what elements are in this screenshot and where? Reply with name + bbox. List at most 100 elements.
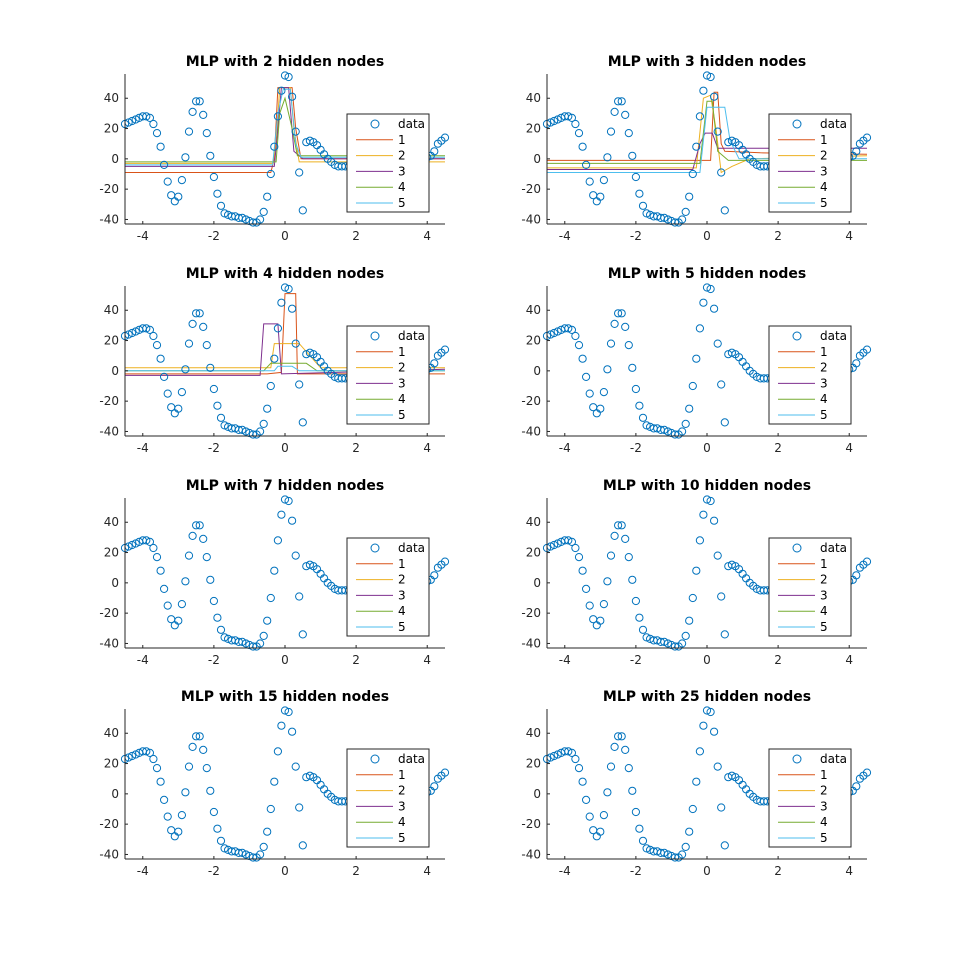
data-point [277,86,286,95]
data-point [270,566,279,575]
series-line-5 [547,106,867,173]
y-tick-label: -40 [521,424,541,438]
data-point [280,495,290,504]
data-point [174,616,183,625]
x-tick-label: 2 [774,229,782,243]
data-point [567,113,577,123]
data-point [571,543,580,553]
data-point [248,430,258,439]
data-point [295,168,304,177]
data-point [142,112,151,121]
x-tick-label: 0 [703,441,711,455]
data-point [160,584,169,594]
x-tick-label: -2 [630,229,642,243]
x-tick-label: -2 [208,229,220,243]
data-point [149,331,158,341]
x-tick-label: 2 [352,864,360,878]
data-point [288,92,297,101]
data-point [717,168,726,177]
data-point [681,207,690,216]
legend-label: 4 [398,604,406,618]
legend-label: data [398,752,425,766]
chart-panel: MLP with 7 hidden nodes-4 -2 0 2 4-40-200204… [99,478,450,667]
data-point [440,768,450,777]
data-point [430,571,439,580]
y-tick-label: 0 [111,576,119,590]
x-tick-label: 4 [423,864,431,878]
x-tick-label: 4 [845,441,853,455]
data-point [596,404,605,413]
data-point [213,189,222,198]
data-point [582,795,591,805]
data-point [606,339,616,348]
data-point [702,71,712,80]
data-point [156,777,165,786]
y-tick-label: -20 [521,182,541,196]
y-tick-label: -40 [521,636,541,650]
x-tick-label: 4 [423,653,431,667]
data-point [692,142,701,151]
data-point [582,160,591,169]
data-point [188,742,197,752]
legend-label: 3 [820,376,828,390]
data-point [195,97,204,106]
y-tick-label: 0 [533,787,541,801]
data-point [266,169,275,179]
data-point [295,592,304,601]
data-point [288,727,297,736]
y-tick-label: -20 [99,394,119,408]
legend-label: 5 [398,620,406,634]
data-point [248,853,258,862]
data-point [852,782,861,791]
data-point [216,201,226,210]
data-point [685,616,694,625]
data-point [199,534,208,544]
data-point [277,298,286,307]
legend-label: data [398,117,425,131]
data-point [440,557,450,566]
data-point [713,127,722,136]
y-tick-label: -20 [99,606,119,620]
data-point [621,745,630,755]
data-point [717,803,726,812]
chart-title: MLP with 25 hidden nodes [603,689,811,705]
legend-label: 3 [820,164,828,178]
y-tick-label: -20 [521,394,541,408]
data-point [177,600,186,609]
data-point [631,596,641,606]
data-point [610,319,619,328]
y-tick-label: 0 [533,364,541,378]
data-point [216,836,226,845]
data-point [688,381,697,391]
data-point [192,97,201,106]
data-point [202,764,211,773]
y-tick-label: 40 [104,91,119,105]
data-point [163,601,172,610]
data-point [184,762,194,771]
data-point [617,309,626,318]
x-tick-label: 0 [281,229,289,243]
data-point [670,853,680,862]
series-line-5 [125,88,445,166]
legend-marker-data [370,119,380,129]
data-point [209,384,218,394]
data-point [174,404,183,413]
data-point [209,172,218,182]
data-point [564,747,573,756]
data-point [578,354,587,363]
data-point [291,339,300,348]
data-point [277,721,286,730]
data-point [635,189,644,198]
data-point [631,384,641,394]
data-point [156,354,165,363]
legend-label: 4 [820,815,828,829]
x-tick-label: 2 [352,441,360,455]
data-point [430,782,439,791]
data-point [273,324,282,333]
y-tick-label: -20 [99,817,119,831]
legend-label: 5 [398,408,406,422]
